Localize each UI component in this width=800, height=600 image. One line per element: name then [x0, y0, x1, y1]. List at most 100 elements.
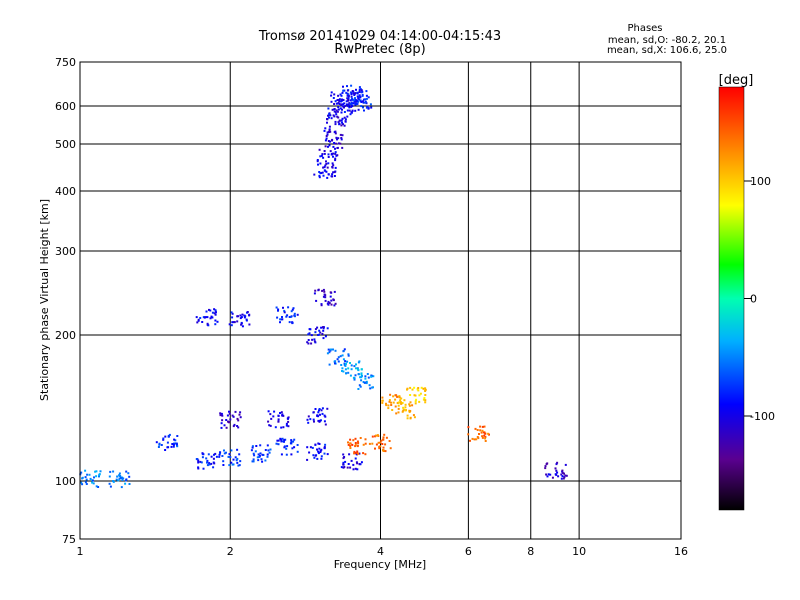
echo-f-region-upper-trace	[322, 166, 325, 169]
echo-e-region-traces	[288, 321, 291, 324]
echo-spread-f-traces	[360, 379, 363, 382]
echo-spread-f-traces	[564, 474, 567, 477]
echo-f-region-upper-trace	[348, 106, 351, 109]
x-axis-label: Frequency [MHz]	[334, 558, 426, 571]
echo-spread-f-traces	[313, 292, 316, 295]
echo-e-region-traces	[228, 410, 230, 413]
echo-e-region-traces	[264, 459, 267, 462]
echo-spread-f-traces	[401, 402, 404, 404]
echo-e-region-traces	[92, 482, 95, 485]
echo-spread-f-traces	[476, 429, 479, 431]
echo-f-region-upper-trace	[350, 95, 353, 98]
point-e-region-traces	[166, 441, 169, 444]
echo-e-region-traces	[275, 306, 278, 309]
echo-e-region-traces	[326, 453, 329, 456]
colorbar-ticks: 100 0 -100	[744, 175, 775, 423]
echo-e-region-traces	[228, 323, 231, 326]
echo-e-region-traces	[240, 316, 243, 319]
echo-e-region-traces	[277, 309, 279, 312]
echo-e-region-traces	[119, 476, 122, 479]
echo-f-region-upper-trace	[340, 137, 343, 139]
echo-spread-f-traces	[395, 412, 398, 415]
echo-spread-f-traces	[357, 442, 360, 444]
echo-f-region-upper-trace	[336, 115, 339, 118]
echo-spread-f-traces	[388, 400, 391, 403]
echo-spread-f-traces	[381, 443, 384, 445]
echo-spread-f-traces	[422, 398, 425, 401]
echo-e-region-traces	[317, 411, 320, 414]
echo-f-region-upper-trace	[333, 110, 336, 113]
echo-e-region-traces	[255, 445, 258, 447]
echo-f-region-upper-trace	[346, 85, 348, 88]
echo-e-region-traces	[239, 460, 242, 463]
echo-e-region-traces	[239, 416, 242, 419]
echo-spread-f-traces	[340, 364, 343, 366]
echo-e-region-traces	[269, 448, 272, 451]
echo-f-region-upper-trace	[338, 123, 341, 126]
echo-f-region-upper-trace	[345, 103, 348, 106]
echo-f-region-upper-trace	[347, 105, 350, 108]
echo-f-region-upper-trace	[344, 120, 347, 123]
echo-e-region-traces	[283, 440, 285, 443]
echo-spread-f-traces	[484, 432, 487, 435]
echo-f-region-upper-trace	[343, 106, 345, 109]
echo-f-region-upper-trace	[346, 89, 349, 92]
echo-e-region-traces	[268, 451, 271, 454]
echo-spread-f-traces	[481, 436, 484, 439]
echo-e-region-traces	[207, 324, 210, 327]
echo-spread-f-traces	[356, 450, 359, 453]
echo-spread-f-traces	[354, 443, 357, 446]
echo-f-region-upper-trace	[341, 121, 343, 124]
echo-e-region-traces	[293, 312, 296, 315]
echo-f-region-upper-trace	[345, 100, 348, 103]
echo-spread-f-traces	[349, 447, 352, 449]
echo-e-region-traces	[212, 457, 215, 460]
echo-f-region-upper-trace	[337, 101, 340, 104]
echo-spread-f-traces	[342, 370, 345, 373]
echo-spread-f-traces	[357, 361, 360, 364]
echo-spread-f-traces	[482, 431, 485, 434]
echo-e-region-traces	[252, 458, 255, 461]
echo-e-region-traces	[311, 446, 314, 449]
echo-e-region-traces	[246, 311, 249, 313]
echo-f-region-upper-trace	[333, 142, 336, 144]
echo-spread-f-traces	[385, 404, 388, 407]
echo-spread-f-traces	[415, 398, 418, 401]
echo-spread-f-traces	[417, 389, 420, 392]
echo-spread-f-traces	[354, 437, 357, 440]
echo-f-region-upper-trace	[330, 117, 333, 120]
echo-e-region-traces	[245, 318, 248, 321]
echo-spread-f-traces	[347, 371, 350, 374]
echo-e-region-traces	[221, 414, 224, 417]
echo-e-region-traces	[307, 421, 310, 424]
point-f-region-upper-trace	[334, 123, 337, 126]
point-e-region-traces	[206, 459, 209, 462]
echo-spread-f-traces	[397, 407, 400, 410]
echo-spread-f-traces	[343, 348, 346, 351]
echo-e-region-traces	[196, 321, 199, 324]
echo-e-region-traces	[292, 307, 295, 310]
y-tick-label: 100	[55, 475, 76, 488]
echo-f-region-upper-trace	[325, 135, 328, 137]
echo-e-region-traces	[214, 309, 217, 312]
echo-e-region-traces	[124, 482, 127, 485]
echo-f-region-upper-trace	[350, 111, 353, 114]
echo-spread-f-traces	[330, 303, 333, 306]
echo-e-region-traces	[233, 321, 236, 324]
echo-spread-f-traces	[424, 387, 427, 390]
echo-f-region-upper-trace	[332, 155, 334, 158]
echo-e-region-traces	[294, 315, 296, 318]
echo-f-region-upper-trace	[327, 162, 330, 165]
echo-f-region-upper-trace	[326, 121, 328, 124]
point-e-region-traces	[350, 459, 353, 462]
echo-e-region-traces	[291, 447, 294, 450]
echo-spread-f-traces	[419, 392, 422, 395]
echo-e-region-traces	[290, 453, 293, 456]
echo-spread-f-traces	[469, 439, 471, 442]
x-tick-label: 4	[377, 545, 384, 558]
echo-spread-f-traces	[424, 390, 427, 392]
echo-e-region-traces	[211, 311, 214, 314]
echo-spread-f-traces	[383, 433, 386, 436]
echo-spread-f-traces	[387, 404, 390, 407]
echo-f-region-upper-trace	[347, 99, 350, 102]
